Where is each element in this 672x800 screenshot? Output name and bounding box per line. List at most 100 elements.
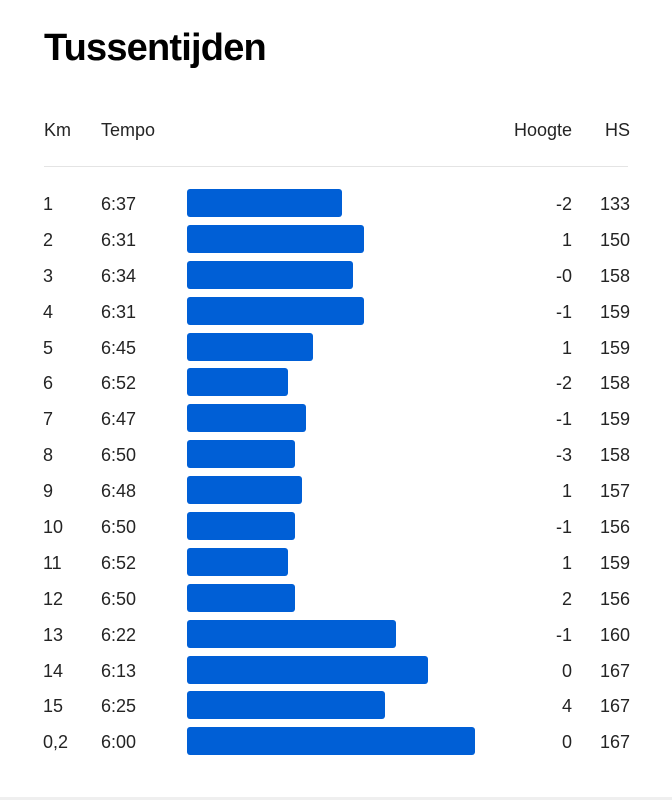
split-row: 14 6:13 0 167	[0, 653, 672, 689]
split-km: 10	[43, 517, 64, 538]
split-km: 1	[43, 194, 54, 214]
split-hs: 159	[599, 409, 630, 430]
split-hoogte: 4	[561, 696, 572, 717]
column-header-hoogte: Hoogte	[513, 120, 572, 140]
pace-bar	[187, 583, 296, 612]
split-hs: 158	[599, 445, 630, 466]
split-hoogte: -1	[555, 517, 572, 538]
split-hoogte: 1	[561, 552, 572, 573]
pace-bar	[187, 440, 296, 469]
split-tempo: 6:37	[101, 194, 137, 214]
split-hs: 159	[599, 301, 630, 322]
split-row: 5 6:45 1 159	[0, 330, 672, 366]
split-km: 5	[43, 337, 54, 358]
split-row: 0,2 6:00 0 167	[0, 724, 672, 760]
split-row: 11 6:52 1 159	[0, 545, 672, 581]
split-km: 12	[43, 588, 64, 609]
split-hs: 167	[599, 732, 630, 753]
split-hoogte: 1	[561, 481, 572, 502]
pace-bar	[187, 547, 288, 576]
pace-bar	[187, 655, 429, 684]
pace-bar	[187, 189, 342, 217]
split-tempo: 6:50	[101, 445, 137, 466]
bottom-divider	[0, 797, 672, 800]
header-divider	[44, 166, 628, 167]
split-tempo: 6:50	[101, 517, 137, 538]
pace-bar	[187, 691, 386, 720]
split-hoogte: -2	[555, 194, 572, 214]
pace-bar	[187, 296, 364, 325]
split-hs: 150	[599, 229, 630, 250]
split-hoogte: 1	[561, 229, 572, 250]
pace-bar	[187, 476, 303, 505]
pace-bar	[187, 727, 475, 756]
split-km: 7	[43, 409, 54, 430]
split-km: 6	[43, 373, 54, 394]
split-row: 10 6:50 -1 156	[0, 509, 672, 545]
split-km: 15	[43, 696, 64, 717]
split-tempo: 6:52	[101, 373, 137, 394]
split-tempo: 6:45	[101, 337, 137, 358]
split-hs: 133	[599, 194, 630, 214]
split-hoogte: -0	[555, 265, 572, 286]
split-hoogte: -1	[555, 301, 572, 322]
split-km: 14	[43, 660, 64, 681]
split-tempo: 6:00	[101, 732, 137, 753]
split-row: 2 6:31 1 150	[0, 222, 672, 258]
split-km: 11	[43, 552, 62, 573]
split-km: 8	[43, 445, 54, 466]
split-row: 3 6:34 -0 158	[0, 258, 672, 294]
split-km: 2	[43, 229, 54, 250]
split-row: 9 6:48 1 157	[0, 473, 672, 509]
split-hs: 158	[599, 373, 630, 394]
split-tempo: 6:48	[101, 481, 137, 502]
split-km: 0,2	[43, 732, 69, 753]
split-row: 7 6:47 -1 159	[0, 401, 672, 437]
split-hoogte: 1	[561, 337, 572, 358]
pace-bar	[187, 332, 314, 361]
split-hoogte: -2	[555, 373, 572, 394]
column-header-tempo: Tempo	[101, 120, 156, 140]
split-hoogte: 0	[561, 660, 572, 681]
split-tempo: 6:34	[101, 265, 137, 286]
pace-bar	[187, 260, 353, 289]
split-km: 4	[43, 301, 54, 322]
split-row: 13 6:22 -1 160	[0, 617, 672, 653]
split-hoogte: -1	[555, 409, 572, 430]
split-km: 9	[43, 481, 54, 502]
split-tempo: 6:52	[101, 552, 137, 573]
split-hs: 167	[599, 660, 630, 681]
pace-bar	[187, 619, 396, 648]
split-hoogte: -3	[555, 445, 572, 466]
split-hs: 156	[599, 588, 630, 609]
split-row: 8 6:50 -3 158	[0, 437, 672, 473]
splits-table-body: 1 6:37 -2 133 2 6:31 1 150 3 6:34 -0 158 4 6:31 -1 159 5…	[0, 186, 672, 760]
split-km: 13	[43, 624, 64, 645]
pace-bar	[187, 512, 296, 541]
split-hs: 156	[599, 517, 630, 538]
column-header-hs: HS	[604, 120, 630, 140]
pace-bar	[187, 404, 306, 433]
page-title: Tussentijden	[44, 27, 267, 69]
splits-table-header: Km Tempo Hoogte HS	[0, 116, 672, 146]
split-tempo: 6:25	[101, 696, 137, 717]
split-row: 12 6:50 2 156	[0, 581, 672, 617]
split-hoogte: 2	[561, 588, 572, 609]
split-row: 15 6:25 4 167	[0, 688, 672, 724]
split-row: 4 6:31 -1 159	[0, 294, 672, 330]
pace-bar	[187, 368, 288, 397]
split-tempo: 6:31	[101, 301, 137, 322]
split-km: 3	[43, 265, 54, 286]
split-tempo: 6:50	[101, 588, 137, 609]
split-tempo: 6:31	[101, 229, 137, 250]
split-hs: 167	[599, 696, 630, 717]
split-hs: 157	[599, 481, 630, 502]
pace-bar	[187, 224, 364, 253]
split-hoogte: -1	[555, 624, 572, 645]
split-hs: 160	[599, 624, 630, 645]
column-header-km: Km	[44, 120, 71, 140]
split-hs: 159	[599, 552, 630, 573]
split-hs: 158	[599, 265, 630, 286]
split-tempo: 6:22	[101, 624, 137, 645]
split-row: 6 6:52 -2 158	[0, 365, 672, 401]
